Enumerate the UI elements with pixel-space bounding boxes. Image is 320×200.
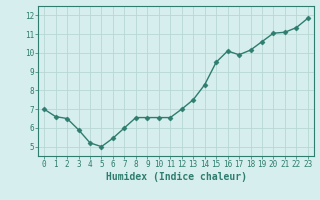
X-axis label: Humidex (Indice chaleur): Humidex (Indice chaleur) [106, 172, 246, 182]
